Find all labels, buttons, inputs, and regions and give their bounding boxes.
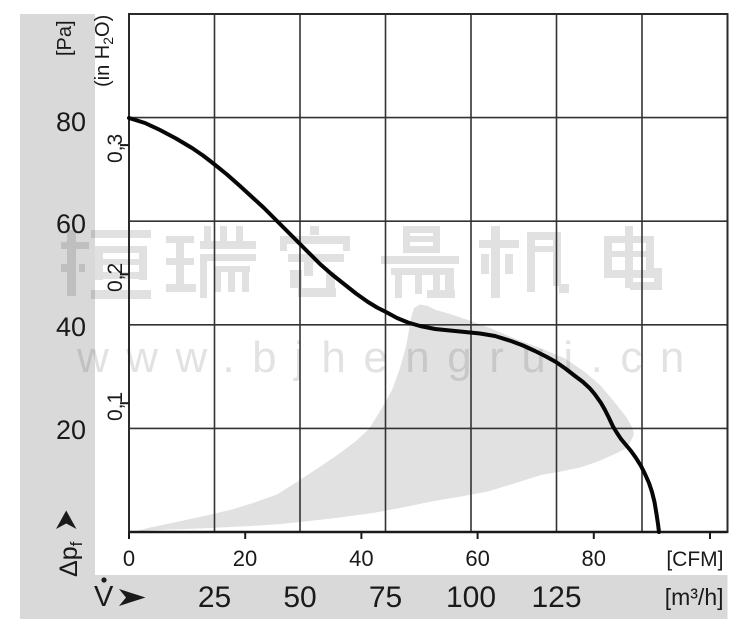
svg-text:50: 50 xyxy=(283,581,316,614)
svg-text:0: 0 xyxy=(123,546,135,571)
svg-text:[CFM]: [CFM] xyxy=(666,548,723,571)
svg-text:(in H2O): (in H2O) xyxy=(92,15,116,87)
svg-text:80: 80 xyxy=(582,546,606,571)
svg-text:20: 20 xyxy=(233,546,257,571)
svg-text:Δpf: Δpf xyxy=(55,541,86,577)
svg-text:0,1: 0,1 xyxy=(104,392,127,421)
svg-text:20: 20 xyxy=(56,415,86,445)
svg-text:V: V xyxy=(94,581,114,613)
svg-text:25: 25 xyxy=(198,581,231,614)
svg-text:75: 75 xyxy=(369,581,402,614)
svg-text:125: 125 xyxy=(531,581,581,614)
svg-text:60: 60 xyxy=(56,209,86,239)
svg-text:[Pa]: [Pa] xyxy=(54,20,76,56)
svg-text:0,3: 0,3 xyxy=(104,134,127,163)
svg-text:0,2: 0,2 xyxy=(104,263,127,292)
svg-text:[m³/h]: [m³/h] xyxy=(665,584,724,610)
svg-text:40: 40 xyxy=(349,546,373,571)
svg-text:100: 100 xyxy=(446,581,496,614)
svg-text:80: 80 xyxy=(56,107,86,137)
svg-text:40: 40 xyxy=(56,312,86,342)
svg-text:60: 60 xyxy=(465,546,489,571)
svg-text:www.bjhengrui.cn: www.bjhengrui.cn xyxy=(76,333,702,382)
